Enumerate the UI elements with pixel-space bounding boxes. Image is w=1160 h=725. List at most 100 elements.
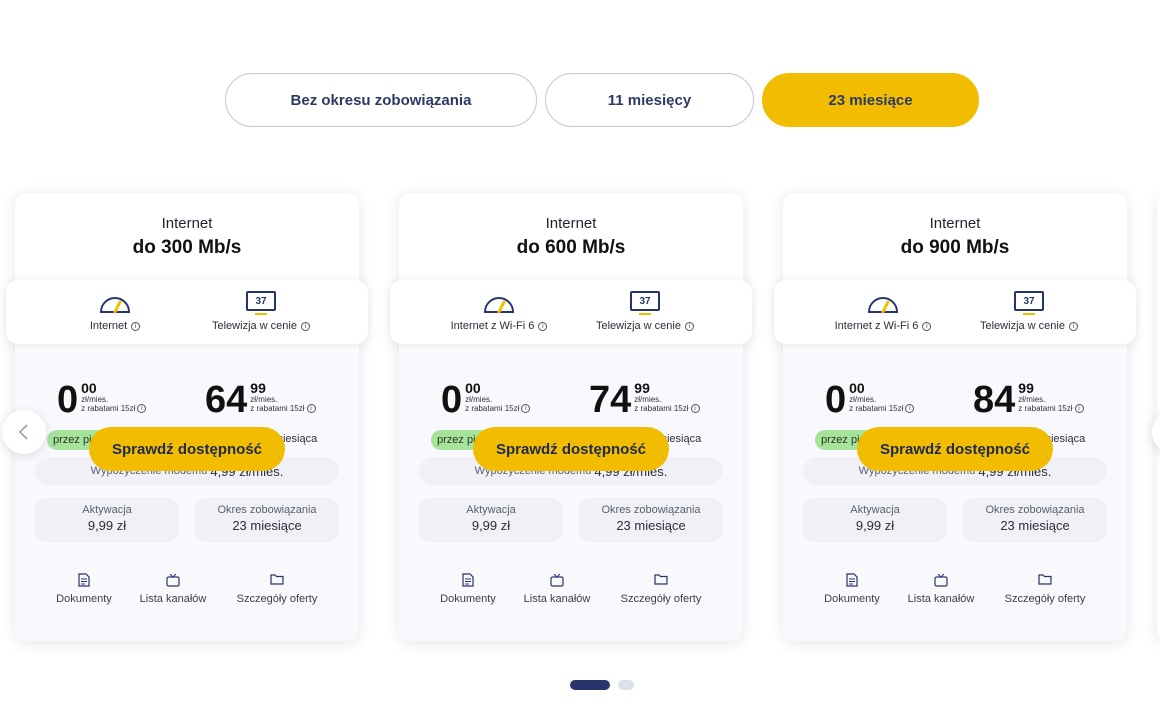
card-details: 0 00 zł/mies. z rabatami 15zł i 64 99 zł/… — [15, 353, 359, 641]
channel-list-link[interactable]: Lista kanałów — [118, 573, 228, 605]
info-icon[interactable]: i — [905, 404, 915, 413]
offer-details-link[interactable]: Szczegóły oferty — [990, 573, 1100, 605]
info-icon[interactable]: i — [306, 404, 316, 413]
tv-channels-icon — [630, 291, 660, 315]
info-icon[interactable]: i — [538, 321, 548, 331]
info-icon[interactable]: i — [922, 321, 932, 331]
info-icon[interactable]: i — [684, 321, 694, 331]
check-availability-button[interactable]: Sprawdź dostępność — [857, 427, 1053, 471]
document-icon — [846, 573, 858, 587]
price-unit: zł/mies. — [465, 395, 493, 404]
pagination-dot[interactable] — [618, 680, 634, 690]
tv-channels-count: 37 — [255, 295, 267, 307]
documents-link[interactable]: Dokumenty — [413, 573, 523, 605]
activation-value: 9,99 zł — [855, 518, 895, 533]
feature-tv-label: Telewizja w cenie — [596, 320, 681, 332]
price-integer: 64 — [205, 379, 248, 421]
card-speed: do 900 Mb/s — [900, 237, 1010, 258]
documents-link[interactable]: Dokumenty — [797, 573, 907, 605]
info-icon[interactable]: i — [521, 404, 531, 413]
activation-label: Aktywacja — [82, 504, 132, 516]
card-links: Dokumenty Lista kanałów Szczegóły ofe — [15, 573, 359, 609]
activation-label: Aktywacja — [466, 504, 516, 516]
card-details: 0 00 zł/mies. z rabatami 15zł i 74 99 zł/… — [399, 353, 743, 641]
activation-box: Aktywacja 9,99 zł — [803, 498, 947, 542]
offer-details-link[interactable]: Szczegóły oferty — [222, 573, 332, 605]
price-promo: 0 00 zł/mies. z rabatami 15zł i — [57, 379, 147, 421]
price-decimal: 99 — [1018, 380, 1034, 396]
commitment-label: Okres zobowiązania — [601, 504, 701, 516]
info-icon[interactable]: i — [300, 321, 310, 331]
price-promo: 0 00 zł/mies. z rabatami 15zł i — [825, 380, 915, 419]
feature-tv: 37 Telewizja w cenie i — [570, 290, 720, 334]
card-links: Dokumenty Lista kanałów Szczegóły ofe — [399, 573, 743, 609]
folder-icon — [1038, 574, 1052, 585]
price-unit: zł/mies. — [849, 395, 877, 404]
tab-no-commitment[interactable]: Bez okresu zobowiązania — [225, 73, 537, 127]
price-decimal: 99 — [250, 380, 266, 396]
price-unit: zł/mies. — [81, 395, 109, 404]
price-decimal: 00 — [465, 380, 481, 396]
tab-23-months[interactable]: 23 miesiące — [762, 73, 979, 127]
card-links: Dokumenty Lista kanałów Szczegóły ofe — [783, 573, 1127, 609]
commitment-value: 23 miesiące — [232, 518, 302, 533]
price-regular: 64 99 zł/mies. z rabatami 15zł i — [205, 381, 316, 419]
price-decimal: 00 — [81, 380, 97, 396]
chevron-left-icon — [18, 424, 28, 440]
pagination-dot-active[interactable] — [570, 680, 610, 690]
price-integer: 74 — [589, 379, 632, 421]
info-icon[interactable]: i — [1068, 321, 1078, 331]
price-discount: z rabatami 15zł — [849, 404, 904, 413]
carousel-next-button[interactable] — [1152, 410, 1160, 454]
speedometer-icon — [99, 297, 131, 314]
commitment-label: Okres zobowiązania — [217, 504, 317, 516]
channel-list-link[interactable]: Lista kanałów — [886, 573, 996, 605]
activation-box: Aktywacja 9,99 zł — [419, 498, 563, 542]
commitment-value: 23 miesiące — [616, 518, 686, 533]
price-decimal: 00 — [849, 380, 865, 396]
feature-internet: Internet i — [40, 290, 190, 334]
feature-internet-label: Internet z Wi-Fi 6 — [834, 320, 919, 332]
card-speed: do 600 Mb/s — [516, 237, 626, 258]
card-header: Internet do 300 Mb/s — [15, 215, 359, 259]
commitment-label: Okres zobowiązania — [985, 504, 1085, 516]
feature-tv: 37 Telewizja w cenie i — [186, 290, 336, 334]
info-icon[interactable]: i — [1074, 404, 1084, 413]
card-category: Internet — [161, 215, 213, 232]
offer-details-link[interactable]: Szczegóły oferty — [606, 573, 716, 605]
card-category: Internet — [545, 215, 597, 232]
tv-icon — [550, 573, 564, 587]
period-tabs: Bez okresu zobowiązania 11 miesięcy 23 m… — [0, 73, 1160, 127]
tv-channels-count: 37 — [639, 295, 651, 307]
tv-channels-icon — [1014, 291, 1044, 315]
info-icon[interactable]: i — [137, 404, 147, 413]
info-icon[interactable]: i — [131, 321, 141, 331]
card-speed: do 300 Mb/s — [132, 237, 242, 258]
info-icon[interactable]: i — [690, 404, 700, 413]
price-integer: 0 — [57, 379, 79, 421]
card-header: Internet do 900 Mb/s — [783, 215, 1127, 259]
features-strip: Internet i 37 Telewizja w cenie i — [6, 280, 368, 344]
documents-link[interactable]: Dokumenty — [29, 573, 139, 605]
document-icon — [462, 573, 474, 587]
folder-icon — [270, 574, 284, 585]
activation-value: 9,99 zł — [471, 518, 511, 533]
price-integer: 0 — [441, 379, 463, 421]
document-icon — [78, 573, 90, 587]
tab-11-months[interactable]: 11 miesięcy — [545, 73, 754, 127]
speedometer-icon — [867, 297, 899, 314]
check-availability-button[interactable]: Sprawdź dostępność — [89, 427, 285, 471]
price-unit: zł/mies. — [634, 395, 662, 404]
channel-list-link[interactable]: Lista kanałów — [502, 573, 612, 605]
check-availability-button[interactable]: Sprawdź dostępność — [473, 427, 669, 471]
price-regular: 74 99 zł/mies. z rabatami 15zł i — [589, 381, 700, 419]
price-regular: 84 99 zł/mies. z rabatami 15zł i — [973, 381, 1084, 419]
carousel-prev-button[interactable] — [2, 410, 46, 454]
activation-value: 9,99 zł — [87, 518, 127, 533]
feature-tv: 37 Telewizja w cenie i — [954, 290, 1104, 334]
